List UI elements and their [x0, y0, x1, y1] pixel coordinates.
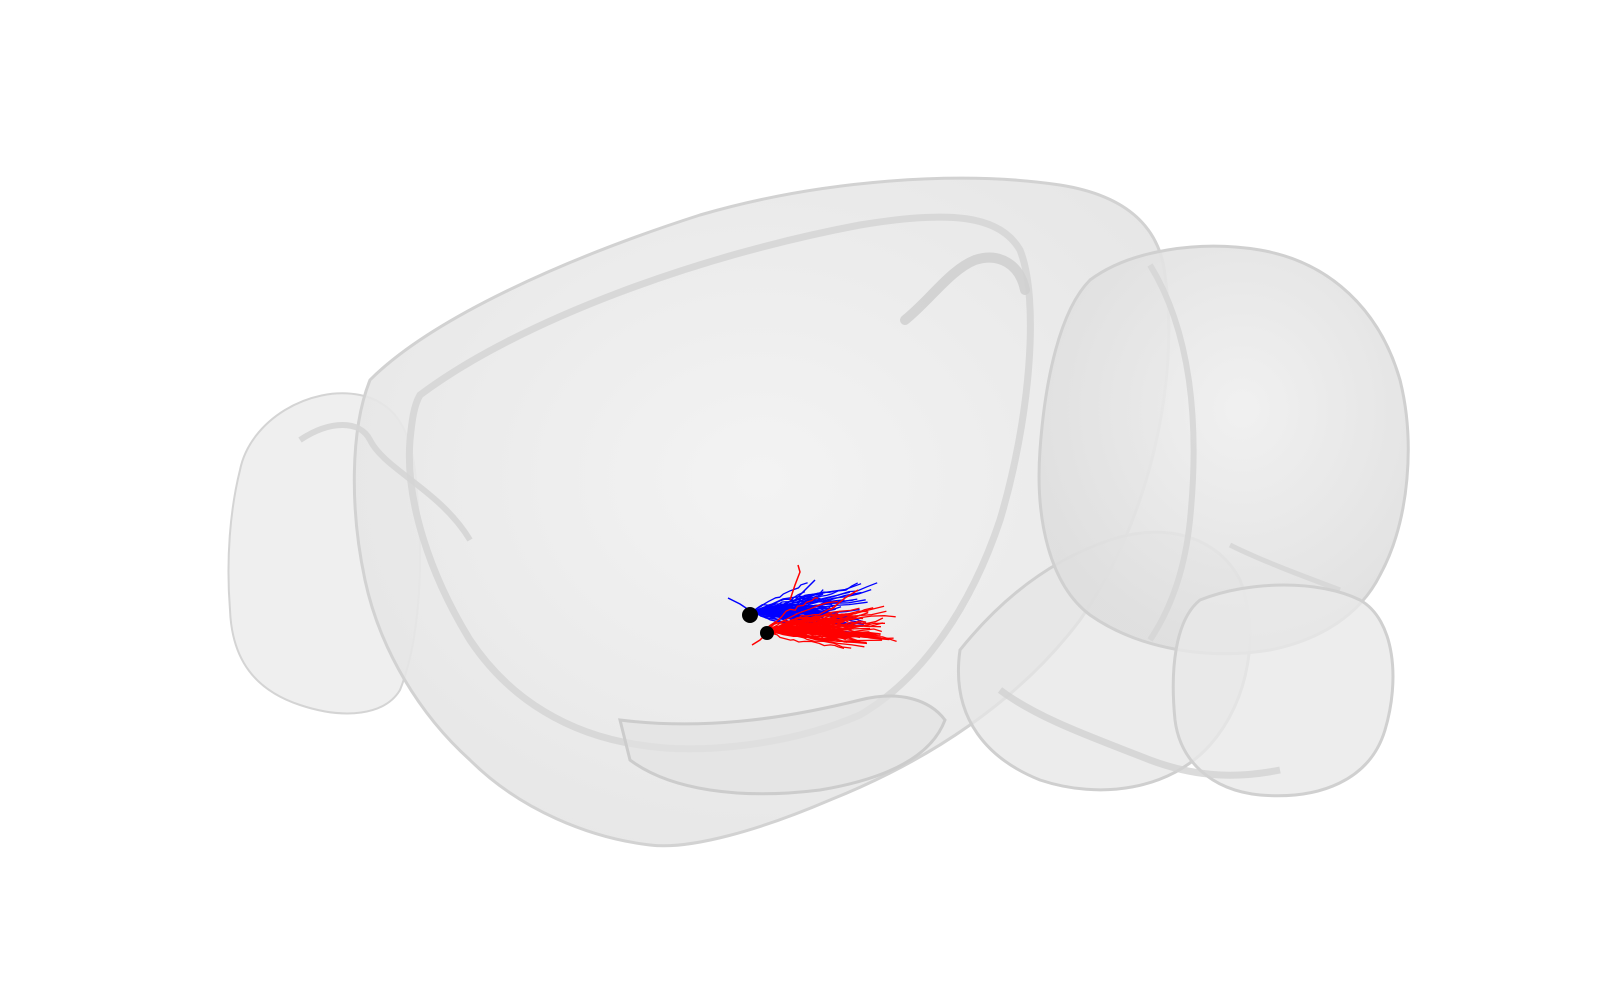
neurite-branch: [829, 589, 859, 611]
neurite-branch: [767, 597, 819, 631]
neurite-branch: [789, 579, 816, 606]
hemisphere-inner-outline: [405, 213, 1034, 753]
cerebellum-fold-1: [1147, 263, 1197, 642]
neurite-branch: [751, 599, 866, 613]
anterior-lobe-contour: [298, 422, 473, 542]
neurite-branch: [767, 612, 869, 631]
neurite-branch: [767, 629, 890, 641]
neurite-branch: [767, 600, 839, 631]
ventral-forebrain: [618, 694, 947, 796]
neurite-branch: [767, 615, 850, 631]
medulla: [1171, 583, 1395, 798]
cerebellum-fold-2: [1228, 542, 1341, 593]
neurite-branch: [767, 629, 845, 650]
pons: [997, 687, 1281, 779]
neurite-branch: [767, 607, 860, 631]
soma-2: [760, 626, 774, 640]
hippocampus-curve: [900, 252, 1030, 325]
soma-1: [742, 607, 758, 623]
neurite-branch: [789, 564, 801, 601]
neurite-branch: [767, 605, 837, 631]
neurite-branch: [751, 582, 808, 613]
neuron-red-arbor: [751, 564, 897, 650]
neurite-branch: [767, 629, 867, 644]
neurite-branch: [751, 598, 812, 613]
